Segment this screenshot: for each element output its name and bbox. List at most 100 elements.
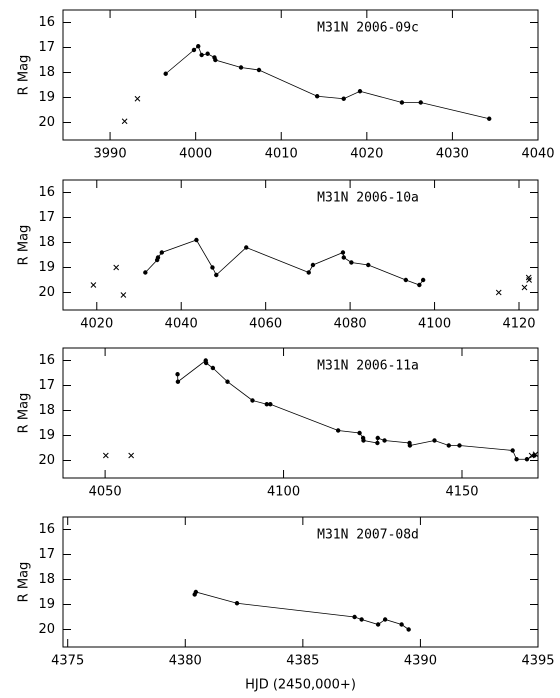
upper-limit bbox=[121, 118, 128, 125]
x-tick-label: 4000 bbox=[179, 147, 212, 162]
upper-limit bbox=[102, 452, 109, 459]
detection bbox=[375, 435, 380, 441]
detection bbox=[399, 622, 404, 627]
detection bbox=[357, 89, 363, 94]
detection bbox=[341, 96, 346, 101]
x-tick-label: 4050 bbox=[89, 485, 122, 500]
upper-limit bbox=[521, 284, 528, 291]
detection bbox=[420, 277, 426, 283]
y-tick-label: 17 bbox=[38, 210, 55, 225]
detection bbox=[418, 100, 423, 105]
x-tick-label: 4080 bbox=[334, 317, 367, 332]
panel-title: M31N 2006-10a bbox=[317, 191, 419, 206]
upper-limit bbox=[526, 277, 532, 283]
detection bbox=[196, 44, 201, 49]
panel: 16 17 18 19 20 4375 4380 4385 4390 4395 M31N 2007-… bbox=[17, 516, 555, 693]
detection bbox=[225, 379, 230, 384]
plot-frame bbox=[62, 516, 539, 648]
detection bbox=[375, 440, 380, 446]
panel-title: M31N 2006-09c bbox=[317, 21, 419, 36]
y-tick-label: 16 bbox=[38, 185, 55, 200]
x-tick-label: 4390 bbox=[404, 654, 437, 669]
detection bbox=[214, 272, 219, 278]
detection bbox=[310, 262, 316, 268]
detection bbox=[193, 589, 199, 595]
detection bbox=[403, 277, 409, 283]
panel: 16 17 18 19 20 3990 4000 4010 4020 4030 4040 M31N 2… bbox=[17, 9, 555, 162]
x-tick-label: 4030 bbox=[436, 147, 469, 162]
x-tick-label: 4020 bbox=[350, 147, 383, 162]
detection bbox=[199, 52, 204, 58]
upper-limit bbox=[528, 452, 535, 459]
detection bbox=[366, 262, 371, 268]
detection bbox=[357, 430, 362, 436]
detection bbox=[524, 457, 530, 462]
detection bbox=[399, 100, 405, 105]
x-tick-label: 3990 bbox=[94, 147, 127, 162]
x-tick-label: 4060 bbox=[249, 317, 282, 332]
detection bbox=[159, 250, 164, 255]
detection bbox=[314, 94, 320, 99]
y-tick-label: 18 bbox=[38, 403, 55, 418]
x-tick-label: 4375 bbox=[51, 654, 84, 669]
detection bbox=[335, 428, 341, 433]
detection bbox=[210, 365, 216, 371]
detection bbox=[457, 443, 462, 448]
y-tick-label: 16 bbox=[38, 522, 55, 537]
detection bbox=[340, 250, 346, 255]
x-tick-label: 4040 bbox=[521, 147, 554, 162]
detection bbox=[510, 448, 515, 453]
x-tick-label: 4385 bbox=[286, 654, 319, 669]
y-tick-label: 20 bbox=[38, 622, 55, 637]
y-tick-label: 17 bbox=[38, 378, 55, 393]
detection bbox=[514, 457, 519, 462]
detection bbox=[417, 282, 422, 288]
y-axis-label: R Mag bbox=[17, 55, 32, 96]
y-axis-label: R Mag bbox=[17, 225, 32, 266]
detection bbox=[382, 438, 387, 443]
detection bbox=[341, 255, 346, 260]
detection bbox=[210, 265, 215, 270]
light-curve bbox=[177, 359, 535, 460]
y-tick-label: 16 bbox=[38, 15, 55, 30]
y-tick-label: 20 bbox=[38, 285, 55, 300]
detection bbox=[238, 65, 244, 70]
upper-limit bbox=[128, 452, 135, 459]
upper-limit bbox=[113, 264, 120, 271]
detection bbox=[446, 443, 451, 448]
x-tick-label: 4040 bbox=[165, 317, 198, 332]
detection bbox=[234, 601, 240, 606]
detection bbox=[361, 438, 366, 443]
detection bbox=[487, 116, 492, 121]
x-tick-label: 4020 bbox=[80, 317, 113, 332]
detection bbox=[264, 402, 269, 407]
y-axis-label: R Mag bbox=[17, 562, 32, 603]
detection bbox=[191, 47, 197, 53]
plot-frame bbox=[62, 9, 539, 141]
detection bbox=[175, 379, 181, 384]
x-tick-label: 4150 bbox=[445, 485, 478, 500]
detection bbox=[407, 443, 413, 448]
upper-limit bbox=[532, 451, 539, 458]
y-tick-label: 18 bbox=[38, 235, 55, 250]
panel-title: M31N 2006-11a bbox=[317, 359, 419, 374]
panel: 16 17 18 19 20 4020 4040 4060 4080 4100 4120 M31N 2… bbox=[17, 179, 539, 332]
x-tick-label: 4100 bbox=[267, 485, 300, 500]
y-tick-label: 19 bbox=[38, 260, 55, 275]
detection bbox=[213, 57, 218, 63]
plot-frame bbox=[62, 347, 539, 479]
detection bbox=[256, 67, 262, 73]
y-tick-label: 19 bbox=[38, 90, 55, 105]
y-tick-label: 20 bbox=[38, 115, 55, 130]
panel-title: M31N 2007-08d bbox=[317, 528, 419, 543]
x-tick-label: 4395 bbox=[521, 654, 554, 669]
detection bbox=[268, 402, 273, 407]
y-tick-label: 16 bbox=[38, 353, 55, 368]
detection bbox=[194, 237, 199, 243]
detection bbox=[349, 260, 354, 265]
x-axis-label: HJD (2450,000+) bbox=[245, 678, 356, 693]
detection bbox=[244, 245, 249, 250]
panel: 16 17 18 19 20 4050 4100 4150 M31N 2006-11a R Mag bbox=[17, 347, 539, 500]
